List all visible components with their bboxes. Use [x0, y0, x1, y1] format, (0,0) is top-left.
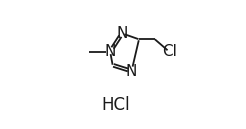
Text: N: N — [116, 26, 128, 41]
Text: N: N — [126, 64, 137, 79]
Text: Cl: Cl — [162, 44, 177, 59]
Text: HCl: HCl — [102, 96, 130, 114]
Text: N: N — [105, 44, 116, 59]
